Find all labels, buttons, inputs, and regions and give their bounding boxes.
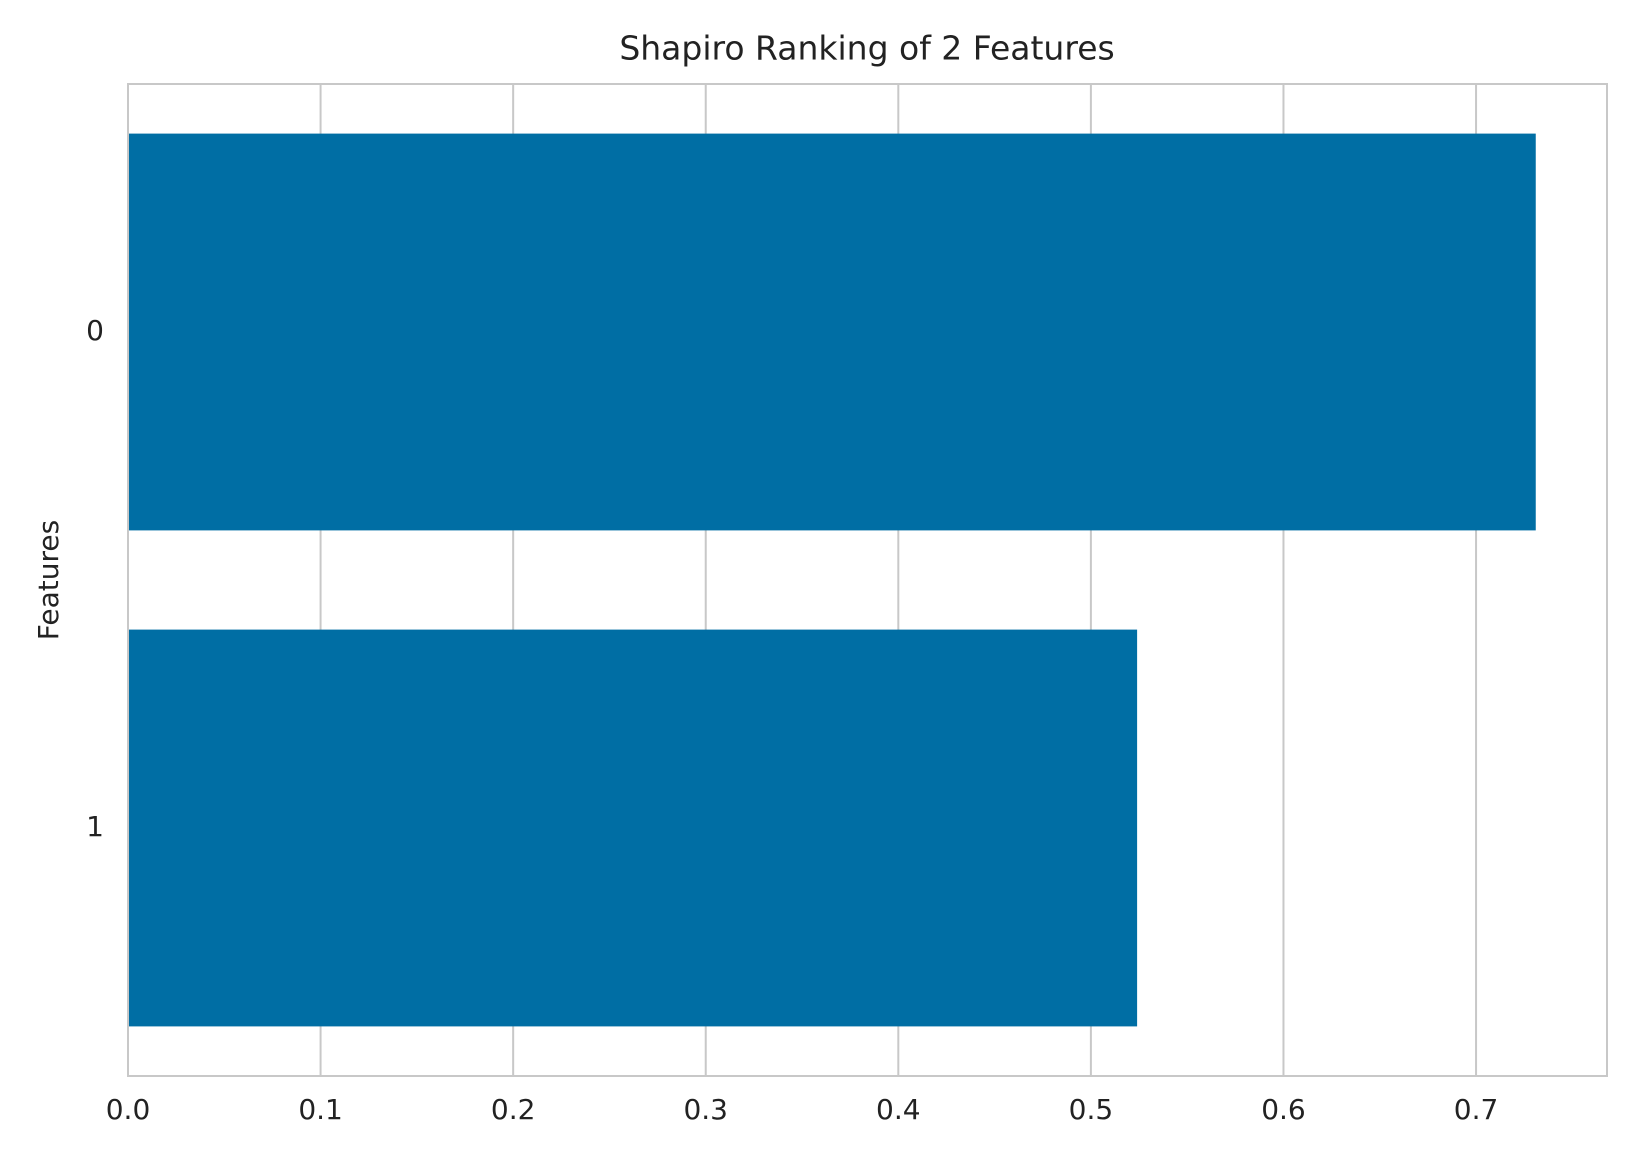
chart-title: Shapiro Ranking of 2 Features bbox=[619, 29, 1114, 68]
bar bbox=[128, 629, 1138, 1027]
bar bbox=[128, 133, 1536, 531]
x-tick-label: 0.1 bbox=[298, 1093, 343, 1126]
y-axis-label: Features bbox=[32, 520, 65, 640]
x-tick-label: 0.7 bbox=[1454, 1093, 1499, 1126]
x-tick-label: 0.3 bbox=[683, 1093, 728, 1126]
x-tick-label: 0.2 bbox=[491, 1093, 536, 1126]
x-tick-label: 0.0 bbox=[106, 1093, 151, 1126]
x-tick-label: 0.4 bbox=[876, 1093, 921, 1126]
plot-frame bbox=[127, 83, 1608, 1077]
y-tick-label: 0 bbox=[86, 314, 104, 347]
x-tick-label: 0.6 bbox=[1261, 1093, 1306, 1126]
y-tick-label: 1 bbox=[86, 810, 104, 843]
x-tick-label: 0.5 bbox=[1069, 1093, 1114, 1126]
